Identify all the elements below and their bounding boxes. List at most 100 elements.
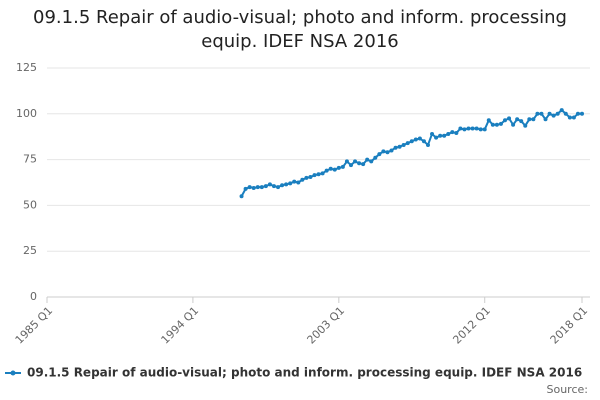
- x-tick-label: 2012 Q1: [450, 304, 493, 347]
- data-point: [527, 117, 532, 122]
- data-point: [567, 115, 572, 120]
- data-point: [571, 115, 576, 120]
- data-point: [405, 141, 410, 146]
- data-point: [580, 111, 584, 116]
- data-point: [251, 185, 256, 190]
- data-point: [470, 126, 475, 131]
- data-point: [446, 131, 451, 136]
- x-tick-label: 1985 Q1: [13, 304, 56, 347]
- data-point: [490, 122, 495, 127]
- data-point: [413, 137, 418, 142]
- data-point: [458, 126, 463, 131]
- data-point: [393, 145, 398, 150]
- data-point: [430, 131, 435, 136]
- x-tick-label: 2018 Q1: [548, 304, 591, 347]
- data-point: [292, 179, 297, 184]
- data-point: [271, 184, 276, 189]
- y-tick-label: 75: [23, 153, 37, 166]
- data-point: [263, 184, 268, 189]
- data-point: [324, 168, 329, 173]
- data-point: [535, 111, 540, 116]
- data-point: [494, 122, 499, 127]
- data-point: [502, 118, 507, 123]
- x-tick-label: 2003 Q1: [305, 304, 348, 347]
- data-point: [519, 119, 524, 124]
- data-point: [547, 111, 552, 116]
- data-point: [316, 172, 321, 177]
- data-point: [336, 165, 341, 170]
- data-point: [417, 136, 422, 141]
- data-point: [348, 163, 353, 168]
- data-point: [397, 144, 402, 149]
- data-point: [389, 148, 394, 153]
- data-point: [486, 118, 491, 123]
- data-point: [300, 177, 305, 182]
- data-point: [369, 159, 374, 164]
- y-tick-label: 50: [23, 198, 37, 211]
- data-point: [332, 167, 337, 172]
- data-point: [450, 130, 455, 135]
- data-point: [357, 161, 362, 166]
- data-point: [515, 117, 520, 122]
- data-point: [385, 150, 390, 155]
- data-point: [312, 173, 317, 178]
- y-tick-label: 25: [23, 244, 37, 257]
- data-point: [575, 111, 580, 116]
- data-point: [276, 185, 281, 190]
- data-point: [304, 175, 309, 180]
- data-point: [353, 159, 358, 164]
- data-point: [239, 194, 244, 199]
- data-point: [498, 121, 503, 126]
- y-tick-label: 125: [16, 61, 37, 74]
- data-point: [259, 185, 264, 190]
- data-point: [434, 135, 439, 140]
- data-point: [539, 111, 544, 116]
- x-tick-label: 1994 Q1: [159, 304, 202, 347]
- data-point: [531, 117, 536, 122]
- data-point: [308, 175, 313, 180]
- data-point: [267, 182, 272, 187]
- data-point: [344, 159, 349, 164]
- data-point: [559, 108, 564, 113]
- data-point: [442, 133, 447, 138]
- chart-title: 09.1.5 Repair of audio-visual; photo and…: [33, 7, 567, 52]
- data-point: [462, 127, 467, 132]
- data-point: [280, 183, 285, 188]
- data-point: [328, 166, 333, 171]
- data-point: [320, 171, 325, 176]
- data-point: [425, 142, 430, 147]
- data-point: [474, 126, 479, 131]
- data-point: [511, 122, 516, 127]
- data-point: [284, 182, 289, 187]
- data-point: [523, 123, 528, 128]
- data-point: [543, 117, 548, 122]
- data-point: [361, 162, 366, 167]
- data-point: [409, 139, 414, 144]
- data-point: [381, 149, 386, 154]
- data-point: [454, 131, 459, 136]
- data-point: [555, 111, 560, 116]
- data-point: [478, 127, 483, 132]
- data-point: [551, 113, 556, 118]
- data-point: [243, 186, 248, 191]
- y-tick-label: 0: [30, 290, 37, 303]
- data-point: [255, 185, 260, 190]
- data-point: [466, 126, 471, 131]
- y-tick-label: 100: [16, 107, 37, 120]
- data-point: [377, 152, 382, 157]
- data-point: [373, 155, 378, 160]
- data-point: [247, 185, 252, 190]
- data-point: [296, 180, 301, 185]
- data-point: [507, 116, 512, 121]
- data-point: [365, 157, 370, 162]
- data-point: [482, 127, 487, 132]
- legend-label: 09.1.5 Repair of audio-visual; photo and…: [27, 366, 582, 380]
- data-point: [401, 142, 406, 147]
- legend-marker: [10, 370, 16, 376]
- data-point: [421, 139, 426, 144]
- source: Source:: [547, 383, 589, 396]
- data-point: [563, 111, 568, 116]
- data-point: [438, 133, 443, 138]
